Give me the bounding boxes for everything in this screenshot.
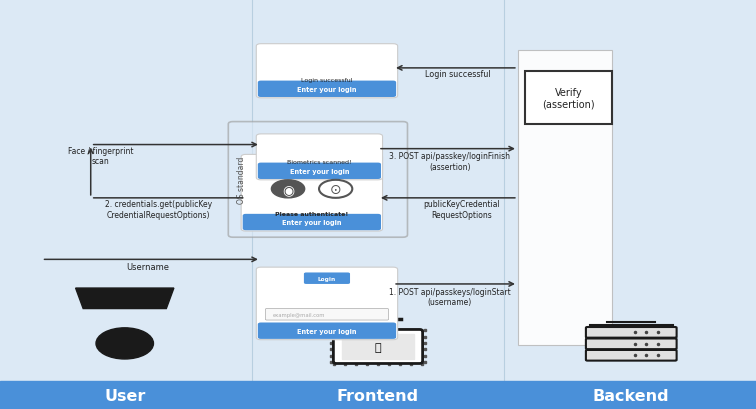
FancyBboxPatch shape (333, 330, 423, 364)
Circle shape (96, 328, 153, 359)
Text: ⊙: ⊙ (330, 182, 342, 196)
FancyBboxPatch shape (265, 309, 389, 320)
FancyBboxPatch shape (258, 81, 396, 98)
FancyBboxPatch shape (586, 339, 677, 349)
FancyBboxPatch shape (256, 45, 398, 99)
Text: Login: Login (318, 276, 336, 281)
Text: 3. POST api/passkey/loginFinish
(assertion): 3. POST api/passkey/loginFinish (asserti… (389, 152, 510, 171)
FancyBboxPatch shape (243, 214, 381, 231)
Text: 2. credentials.get(publicKey
CredentialRequestOptions): 2. credentials.get(publicKey CredentialR… (105, 200, 212, 219)
Text: Enter your login: Enter your login (290, 169, 349, 174)
Bar (0, 381, 756, 409)
Text: OS standard: OS standard (237, 156, 246, 204)
Text: Login successful: Login successful (425, 70, 490, 79)
Text: User: User (104, 388, 145, 402)
Text: Enter your login: Enter your login (297, 328, 357, 334)
Bar (342, 335, 414, 359)
Circle shape (319, 180, 352, 198)
Text: ◉: ◉ (282, 182, 294, 196)
FancyBboxPatch shape (304, 273, 350, 284)
FancyBboxPatch shape (241, 155, 383, 231)
Text: Enter your login: Enter your login (282, 220, 342, 225)
FancyBboxPatch shape (228, 122, 407, 238)
FancyBboxPatch shape (518, 51, 612, 346)
Text: example@mail.com: example@mail.com (273, 312, 325, 317)
FancyBboxPatch shape (256, 135, 383, 180)
Text: Frontend: Frontend (337, 388, 419, 402)
Circle shape (271, 180, 305, 198)
FancyBboxPatch shape (586, 350, 677, 361)
Text: Username: Username (126, 262, 169, 271)
Text: 🔒: 🔒 (375, 342, 381, 352)
Polygon shape (76, 288, 174, 309)
Text: Login successful: Login successful (301, 78, 353, 83)
Text: Verify
(assertion): Verify (assertion) (543, 88, 595, 109)
Bar (525, 72, 612, 125)
FancyBboxPatch shape (258, 163, 381, 180)
FancyBboxPatch shape (256, 267, 398, 340)
Text: Enter your login: Enter your login (297, 87, 357, 92)
Text: Biometrics scanned!: Biometrics scanned! (287, 160, 352, 165)
Text: Face / fingerprint
scan: Face / fingerprint scan (68, 146, 134, 166)
Text: publicKeyCredential
RequestOptions: publicKeyCredential RequestOptions (423, 200, 500, 219)
Text: Backend: Backend (593, 388, 670, 402)
FancyBboxPatch shape (258, 323, 396, 339)
FancyBboxPatch shape (586, 327, 677, 338)
Text: Please authenticate!: Please authenticate! (275, 211, 349, 216)
Text: 1. POST api/passkeys/loginStart
(username): 1. POST api/passkeys/loginStart (usernam… (389, 287, 511, 306)
